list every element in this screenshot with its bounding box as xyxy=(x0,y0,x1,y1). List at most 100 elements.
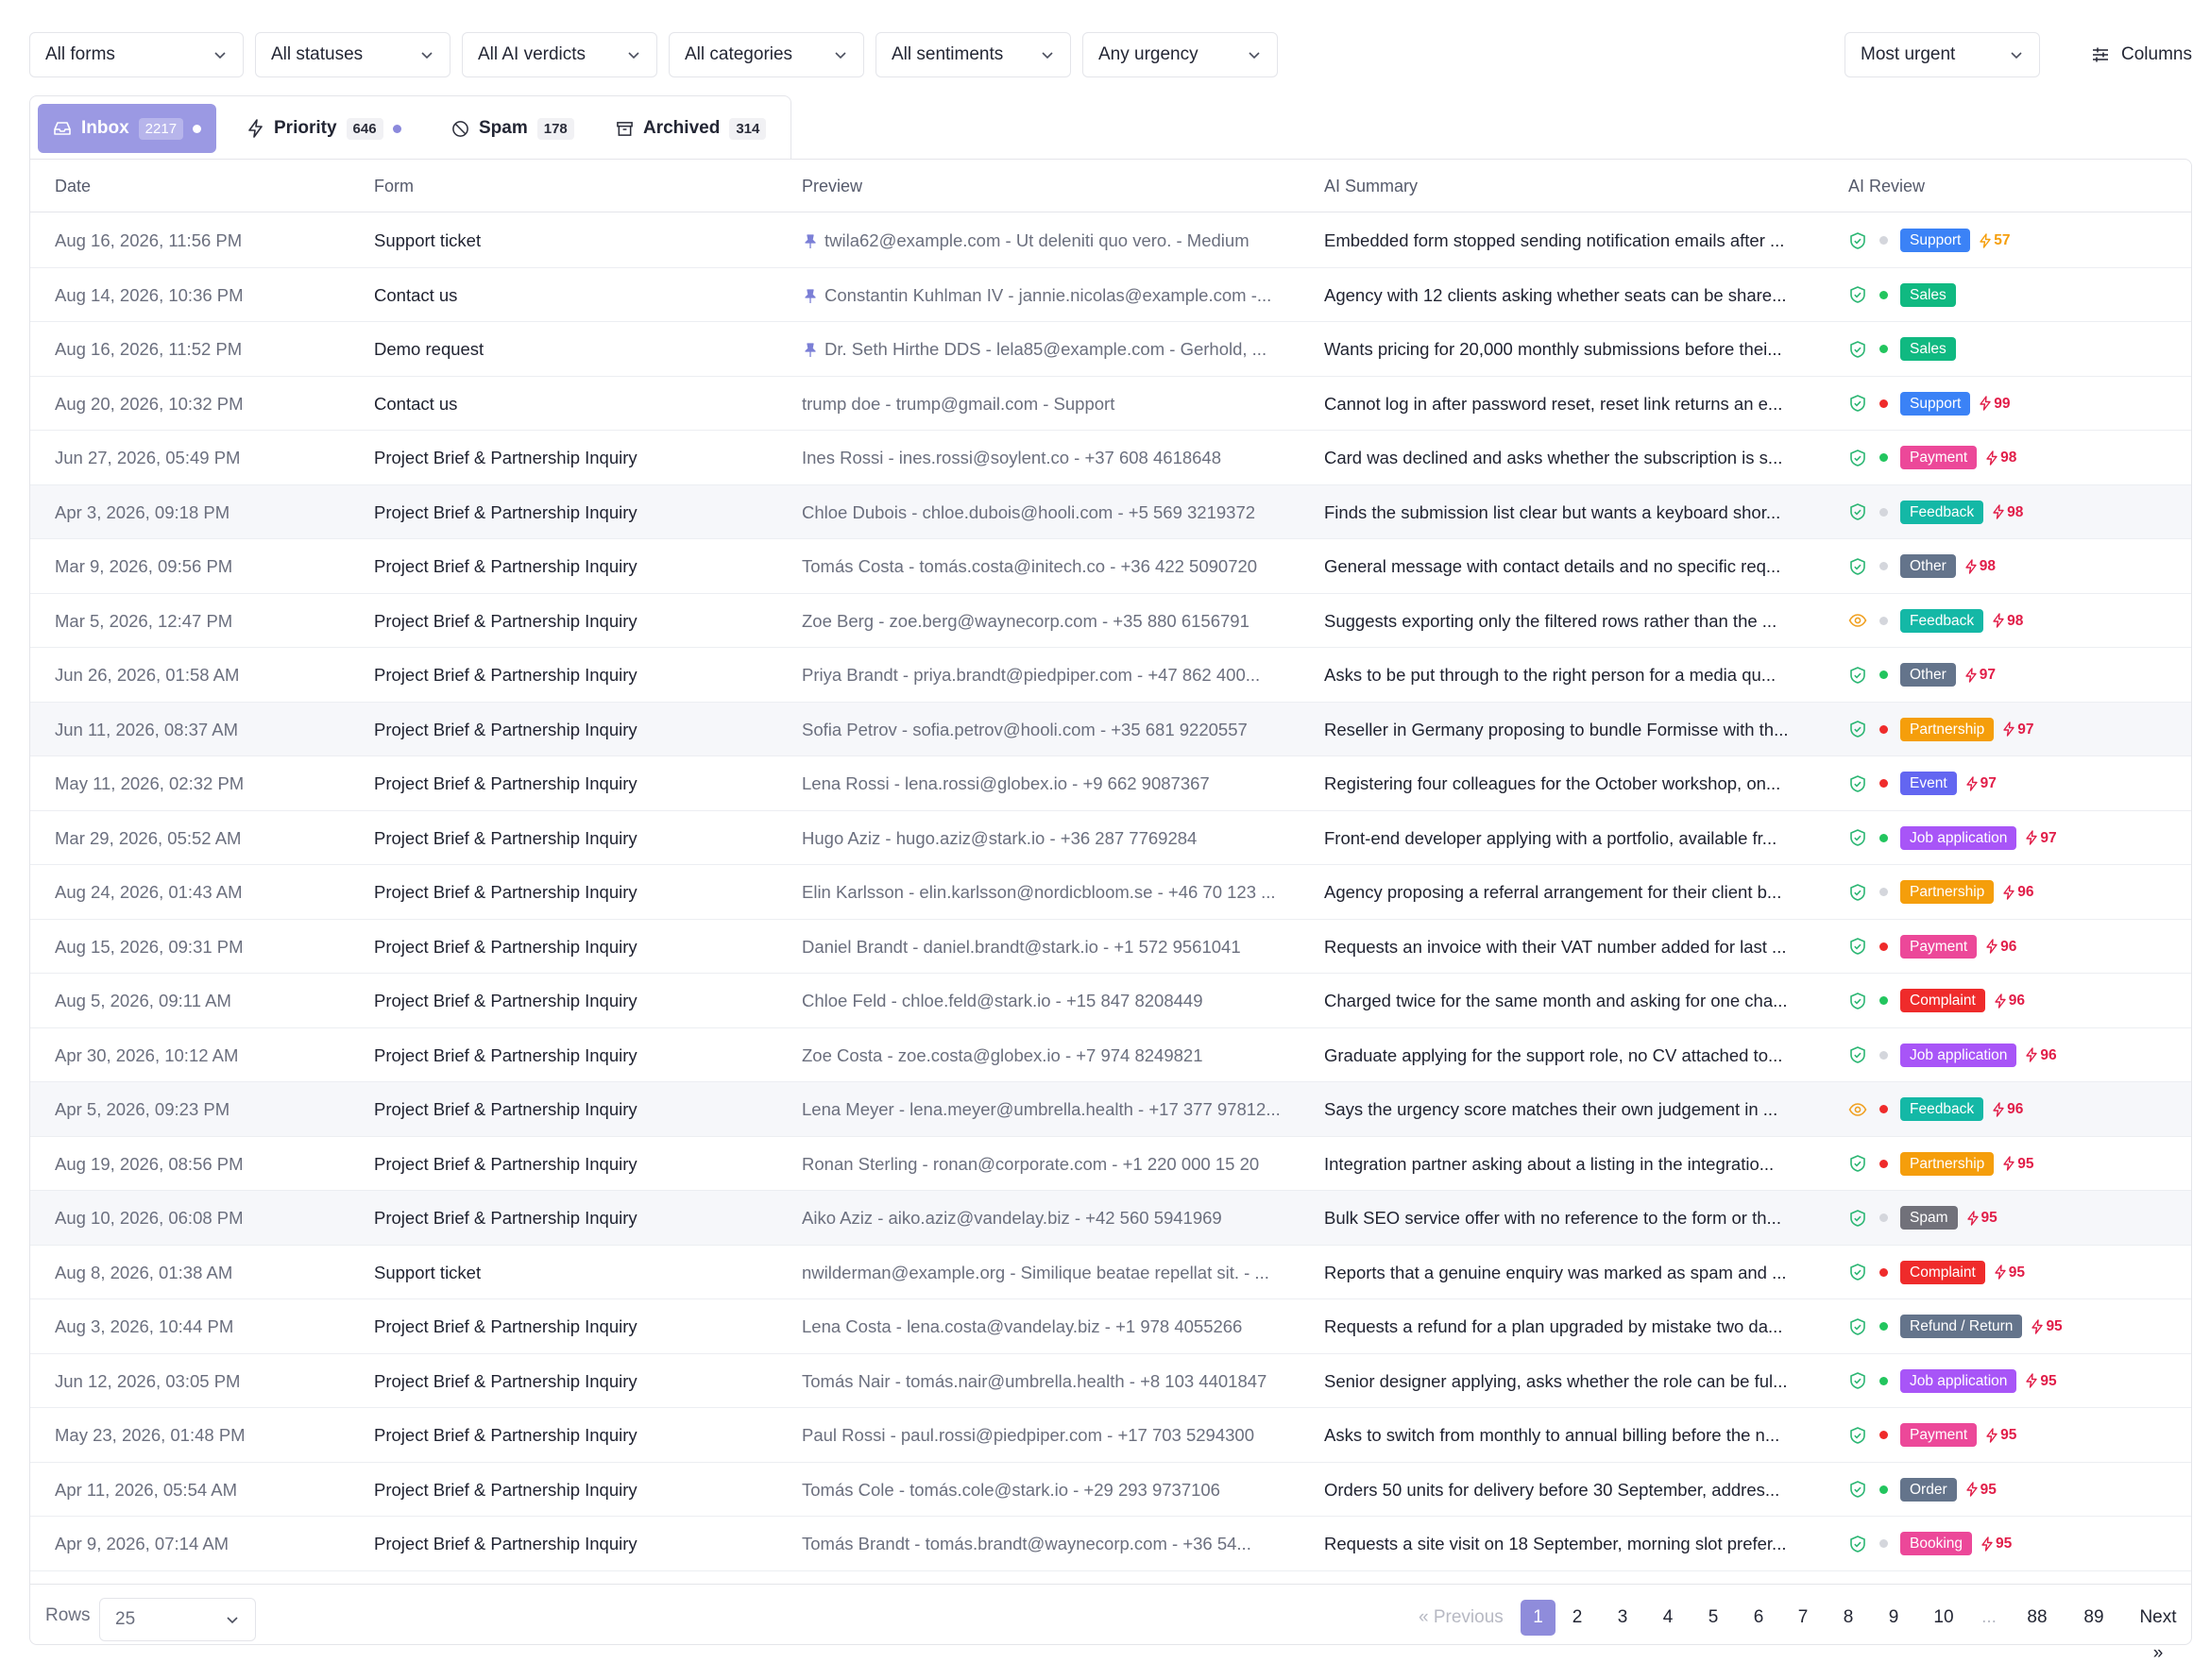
shield-check-icon xyxy=(1850,1264,1865,1281)
sentiment-dot xyxy=(1879,1322,1888,1331)
preview-cell: Tomás Cole - tomás.cole@stark.io - +29 2… xyxy=(802,1463,1310,1517)
table-row[interactable]: Aug 15, 2026, 09:31 PM Project Brief & Pa… xyxy=(30,920,2191,974)
tab-inbox[interactable]: Inbox 2217 xyxy=(38,104,217,153)
archive-icon xyxy=(617,121,633,136)
ai-review-cell: Event 97 xyxy=(1848,756,2188,810)
table-row[interactable]: Aug 14, 2026, 10:36 PM Contact us Constant… xyxy=(30,268,2191,322)
table-row[interactable]: Aug 20, 2026, 10:32 PM Contact us trump do… xyxy=(30,377,2191,431)
preview-text: Tomás Costa - tomás.costa@initech.co - +… xyxy=(802,556,1258,576)
tab-archived-label: Archived xyxy=(643,118,721,138)
table-row[interactable]: Mar 29, 2026, 05:52 AM Project Brief & Pa… xyxy=(30,811,2191,865)
table-row[interactable]: Aug 24, 2026, 01:43 AM Project Brief & Pa… xyxy=(30,865,2191,920)
category-filter-value: All categories xyxy=(685,44,793,64)
page-button[interactable]: 2 xyxy=(1572,1607,1583,1627)
page-button[interactable]: 7 xyxy=(1797,1607,1809,1627)
table-row[interactable]: Apr 11, 2026, 05:54 AM Project Brief & Pa… xyxy=(30,1463,2191,1517)
next-page-button[interactable]: Next » xyxy=(2139,1607,2177,1663)
category-badge: Other xyxy=(1900,663,1956,687)
bolt-icon xyxy=(1965,775,1978,791)
table-row[interactable]: Mar 5, 2026, 12:47 PM Project Brief & Par… xyxy=(30,594,2191,648)
form-filter-select[interactable]: All forms xyxy=(29,32,244,77)
ai-review-cell: Support 57 xyxy=(1848,213,2188,267)
page-button[interactable]: 89 xyxy=(2083,1607,2104,1627)
column-header-date[interactable]: Date xyxy=(55,177,92,195)
column-header-ai-review[interactable]: AI Review xyxy=(1848,177,1926,195)
table-row[interactable]: Jun 27, 2026, 05:49 PM Project Brief & Pa… xyxy=(30,431,2191,485)
sentiment-dot xyxy=(1879,1485,1888,1494)
category-filter-select[interactable]: All categories xyxy=(669,32,864,77)
sentiment-dot xyxy=(1879,345,1888,353)
table-row[interactable]: Aug 19, 2026, 08:56 PM Project Brief & Pa… xyxy=(30,1137,2191,1191)
submission-date: Aug 8, 2026, 01:38 AM xyxy=(55,1262,233,1282)
page-button[interactable]: 5 xyxy=(1708,1607,1719,1627)
submission-date: Aug 5, 2026, 09:11 AM xyxy=(55,991,231,1010)
page-button[interactable]: 8 xyxy=(1843,1607,1854,1627)
table-row[interactable]: Aug 3, 2026, 10:44 PM Project Brief & Par… xyxy=(30,1299,2191,1354)
status-filter-select[interactable]: All statuses xyxy=(255,32,450,77)
category-badge: Feedback xyxy=(1900,608,1984,633)
tab-archived[interactable]: Archived 314 xyxy=(616,104,767,153)
page-button[interactable]: 10 xyxy=(1933,1607,1954,1627)
preview-text: twila62@example.com - Ut deleniti quo ve… xyxy=(824,230,1250,250)
columns-button[interactable]: Columns xyxy=(2091,32,2192,77)
ai-review-cell: Other 98 xyxy=(1848,539,2188,593)
sentiment-dot xyxy=(1879,779,1888,788)
rows-per-page-select[interactable]: 25 xyxy=(99,1598,256,1641)
ai-review-cell: Other 97 xyxy=(1848,648,2188,702)
urgency-score-value: 95 xyxy=(2017,1155,2034,1172)
table-row[interactable]: Apr 5, 2026, 09:23 PM Project Brief & Par… xyxy=(30,1082,2191,1137)
submission-date: Jun 26, 2026, 01:58 AM xyxy=(55,665,240,685)
sentiment-filter-select[interactable]: All sentiments xyxy=(876,32,1071,77)
page-button[interactable]: 1 xyxy=(1521,1600,1556,1636)
preview-cell: trump doe - trump@gmail.com - Support xyxy=(802,377,1310,431)
ban-icon xyxy=(452,120,468,137)
table-row[interactable]: Aug 16, 2026, 11:56 PM Support ticket twil… xyxy=(30,213,2191,268)
form-name: Support ticket xyxy=(374,1262,482,1282)
table-row[interactable]: May 11, 2026, 02:32 PM Project Brief & Pa… xyxy=(30,756,2191,811)
preview-cell: Zoe Berg - zoe.berg@waynecorp.com - +35 … xyxy=(802,594,1310,648)
urgency-score-value: 95 xyxy=(2000,1427,2017,1443)
table-row[interactable]: Apr 3, 2026, 09:18 PM Project Brief & Par… xyxy=(30,484,2191,539)
preview-text: Priya Brandt - priya.brandt@piedpiper.co… xyxy=(802,665,1261,685)
urgency-filter-select[interactable]: Any urgency xyxy=(1082,32,1278,77)
ai-verdict-filter-select[interactable]: All AI verdicts xyxy=(462,32,657,77)
ai-summary: Requests an invoice with their VAT numbe… xyxy=(1324,936,1787,957)
table-row[interactable]: Aug 16, 2026, 11:52 PM Demo request Dr. Se… xyxy=(30,322,2191,377)
table-row[interactable]: Aug 8, 2026, 01:38 AM Support ticket nwild… xyxy=(30,1246,2191,1299)
column-header-form[interactable]: Form xyxy=(374,177,414,195)
previous-page-button[interactable]: « Previous xyxy=(1419,1607,1504,1627)
ai-review-cell: Sales xyxy=(1848,322,2188,376)
ai-summary: Reports that a genuine enquiry was marke… xyxy=(1324,1262,1787,1282)
page-button[interactable]: 4 xyxy=(1662,1607,1674,1627)
page-button[interactable]: 88 xyxy=(2027,1607,2048,1627)
bolt-icon xyxy=(1986,450,1998,466)
table-row[interactable]: Jun 26, 2026, 01:58 AM Project Brief & Pa… xyxy=(30,648,2191,703)
page-button[interactable]: 6 xyxy=(1753,1607,1764,1627)
column-header-ai-summary[interactable]: AI Summary xyxy=(1324,177,1419,195)
unread-dot xyxy=(392,124,401,133)
table-row[interactable]: May 23, 2026, 01:48 PM Project Brief & Pa… xyxy=(30,1408,2191,1463)
urgency-score-value: 99 xyxy=(1994,395,2011,412)
table-row[interactable]: Apr 30, 2026, 10:12 AM Project Brief & Pa… xyxy=(30,1028,2191,1082)
table-row[interactable]: Jun 11, 2026, 08:37 AM Project Brief & Pa… xyxy=(30,702,2191,756)
table-row[interactable]: Mar 9, 2026, 09:56 PM Project Brief & Par… xyxy=(30,539,2191,594)
preview-text: Tomás Nair - tomás.nair@umbrella.health … xyxy=(802,1370,1267,1391)
table-row[interactable]: Jun 12, 2026, 03:05 PM Project Brief & Pa… xyxy=(30,1354,2191,1408)
page-button[interactable]: 9 xyxy=(1888,1607,1899,1627)
shield-check-icon xyxy=(1850,992,1865,1010)
form-name: Project Brief & Partnership Inquiry xyxy=(374,991,638,1010)
table-row[interactable]: Aug 5, 2026, 09:11 AM Project Brief & Par… xyxy=(30,974,2191,1028)
bolt-icon xyxy=(1993,613,2004,628)
category-badge: Support xyxy=(1900,229,1971,252)
eye-icon xyxy=(1848,614,1867,627)
tab-spam[interactable]: Spam 178 xyxy=(451,104,574,153)
tab-priority[interactable]: Priority 646 xyxy=(247,104,401,153)
column-header-preview[interactable]: Preview xyxy=(802,177,863,195)
preview-text: Chloe Feld - chloe.feld@stark.io - +15 8… xyxy=(802,991,1203,1010)
table-row[interactable]: Aug 10, 2026, 06:08 PM Project Brief & Pa… xyxy=(30,1191,2191,1246)
shield-check-icon xyxy=(1850,1481,1865,1498)
submission-date: Mar 5, 2026, 12:47 PM xyxy=(55,610,233,631)
sort-select[interactable]: Most urgent xyxy=(1844,32,2040,77)
page-button[interactable]: 3 xyxy=(1617,1607,1628,1627)
table-row[interactable]: Apr 9, 2026, 07:14 AM Project Brief & Par… xyxy=(30,1517,2191,1571)
